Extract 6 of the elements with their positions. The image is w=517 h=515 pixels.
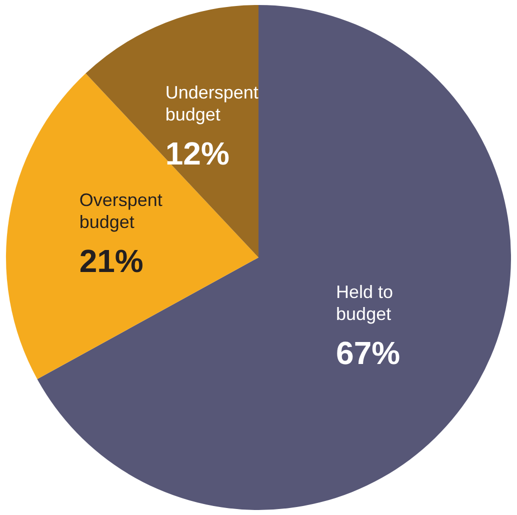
slice-label: Underspent budget	[165, 82, 258, 124]
data-label: 67%	[336, 335, 400, 372]
data-label: 12%	[165, 135, 230, 172]
slice-label: Held to budget	[336, 282, 394, 324]
slice-label: Overspent budget	[79, 190, 162, 232]
data-label: 21%	[79, 242, 144, 279]
